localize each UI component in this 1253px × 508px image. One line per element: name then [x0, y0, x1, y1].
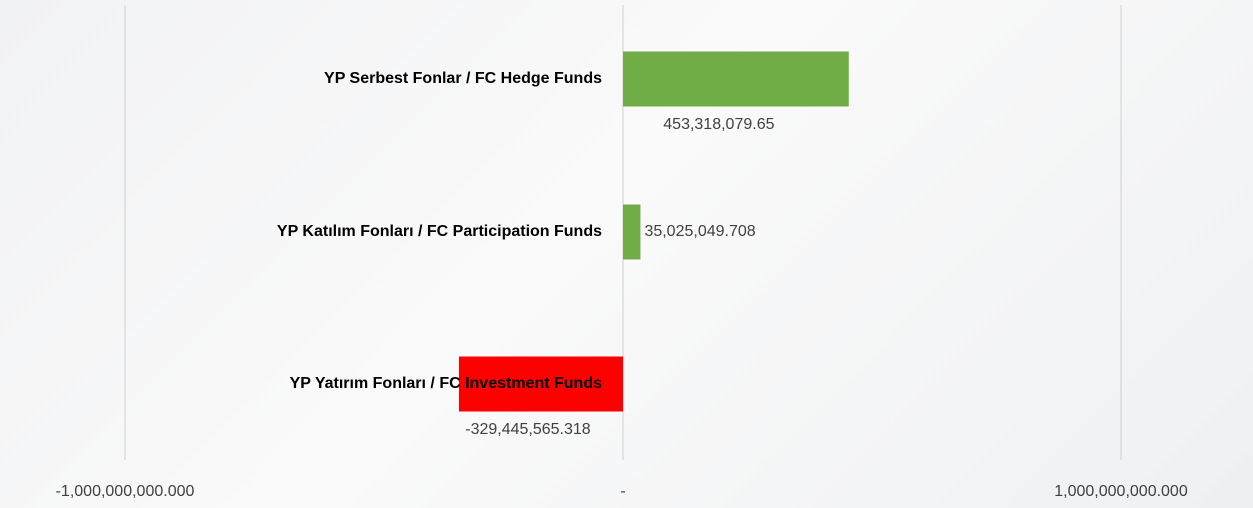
value-label: 35,025,049.708 — [644, 223, 755, 240]
value-label: -329,445,565.318 — [465, 421, 591, 438]
category-label: YP Katılım Fonları / FC Participation Fu… — [277, 223, 602, 240]
bar — [623, 51, 849, 107]
bar — [458, 356, 623, 412]
x-tick-label: 1,000,000,000.000 — [1054, 483, 1188, 500]
value-label: 453,318,079.65 — [663, 116, 774, 133]
x-tick-label: -1,000,000,000.000 — [56, 483, 195, 500]
bar — [623, 204, 641, 260]
category-label: YP Serbest Fonlar / FC Hedge Funds — [324, 70, 602, 87]
category-label: YP Yatırım Fonları / FC Investment Funds — [290, 375, 602, 392]
x-tick-label: - — [620, 483, 625, 500]
